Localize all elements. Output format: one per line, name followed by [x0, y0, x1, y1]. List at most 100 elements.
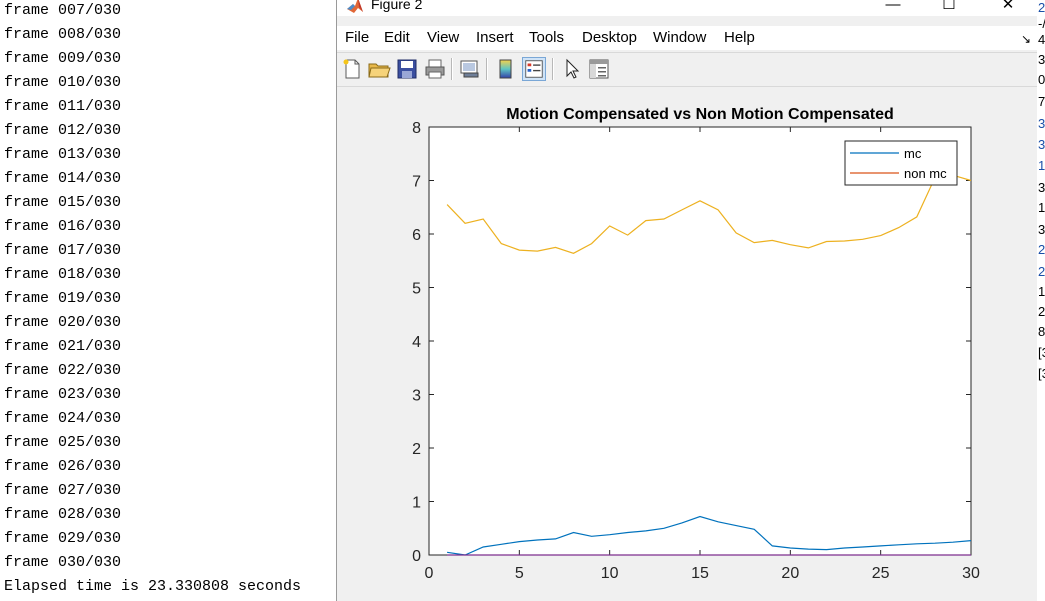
figure-toolbar — [337, 52, 1037, 87]
menu-file[interactable]: File — [345, 29, 370, 46]
insert-colorbar-icon[interactable] — [494, 57, 518, 81]
save-icon[interactable] — [395, 57, 419, 81]
legend-label-non-mc: non mc — [904, 166, 947, 181]
console-line: frame 023/030 — [4, 386, 122, 403]
toolbar-separator — [451, 58, 453, 80]
axis-ticks: 0 5 10 15 20 25 30 0 1 2 3 4 5 6 7 8 — [412, 120, 980, 582]
editor-fragment: 3 — [1038, 116, 1045, 131]
console-line: frame 018/030 — [4, 266, 122, 283]
window-title-bar[interactable]: Figure 2 — ☐ ✕ — [337, 0, 1037, 16]
plot-area[interactable]: 0 5 10 15 20 25 30 0 1 2 3 4 5 6 7 8 Motion Compensated… — [337, 86, 1037, 601]
console-line: frame 022/030 — [4, 362, 122, 379]
non-mc-series-line[interactable] — [446, 174, 972, 254]
editor-fragment: [3 — [1038, 366, 1045, 381]
editor-fragment: 7 — [1038, 94, 1045, 109]
mc-series-line[interactable] — [447, 515, 972, 556]
print-icon[interactable] — [423, 57, 447, 81]
console-line: frame 028/030 — [4, 506, 122, 523]
menu-window[interactable]: Window — [653, 29, 707, 46]
editor-fragment: 1( — [1038, 200, 1045, 215]
editor-fragment: 2 — [1038, 264, 1045, 279]
y-tick-label: 5 — [412, 281, 421, 298]
window-title: Figure 2 — [371, 0, 423, 12]
console-line: frame 011/030 — [4, 98, 122, 115]
plot-lines — [446, 174, 972, 556]
editor-fragment: -/ — [1038, 16, 1045, 31]
editor-fragment: 4 — [1038, 32, 1045, 47]
command-window-output: frame 007/030 frame 008/030 frame 009/030 f… — [0, 0, 336, 601]
edit-plot-cursor-icon[interactable] — [560, 57, 584, 81]
menu-view[interactable]: View — [427, 29, 460, 46]
x-tick-label: 20 — [781, 565, 799, 582]
editor-fragment: 3 — [1038, 180, 1045, 195]
close-button[interactable]: ✕ — [1001, 0, 1015, 13]
editor-fragment: 0 — [1038, 72, 1045, 87]
legend-label-mc: mc — [904, 146, 922, 161]
editor-fragment: 1 — [1038, 284, 1045, 299]
menu-tools[interactable]: Tools — [529, 29, 565, 46]
minimize-button[interactable]: — — [885, 0, 901, 13]
maximize-button[interactable]: ☐ — [942, 0, 956, 13]
toolbar-separator — [486, 58, 488, 80]
legend[interactable]: mc non mc — [844, 140, 958, 186]
editor-fragment: 8 — [1038, 324, 1045, 339]
y-tick-label: 0 — [412, 548, 421, 565]
y-tick-label: 3 — [412, 388, 421, 405]
x-tick-label: 15 — [691, 565, 709, 582]
y-tick-label: 6 — [412, 227, 421, 244]
new-figure-icon[interactable] — [340, 57, 364, 81]
toolbar-separator — [552, 58, 554, 80]
y-tick-label: 1 — [412, 495, 421, 512]
axes-box[interactable] — [428, 126, 972, 556]
console-line: Elapsed time is 23.330808 seconds — [4, 578, 302, 595]
x-tick-label: 0 — [425, 565, 434, 582]
menu-bar: File Edit View Insert Tools Desktop Wind… — [337, 26, 1037, 50]
console-line: frame 015/030 — [4, 194, 122, 211]
console-line: frame 029/030 — [4, 530, 122, 547]
console-line: frame 014/030 — [4, 170, 122, 187]
menu-help[interactable]: Help — [724, 29, 755, 46]
editor-fragment: 3 — [1038, 137, 1045, 152]
console-line: frame 020/030 — [4, 314, 122, 331]
console-line: frame 025/030 — [4, 434, 122, 451]
editor-fragment: 2 — [1038, 242, 1045, 257]
editor-fragment: 3 — [1038, 222, 1045, 237]
menu-insert[interactable]: Insert — [476, 29, 514, 46]
console-line: frame 017/030 — [4, 242, 122, 259]
console-line: frame 010/030 — [4, 74, 122, 91]
editor-fragment: 2 — [1038, 0, 1045, 15]
y-tick-label: 2 — [412, 441, 421, 458]
matlab-logo-icon — [346, 0, 364, 20]
editor-fragment: 1. — [1038, 158, 1045, 173]
figure-window: Figure 2 — ☐ ✕ File Edit View Insert Too… — [336, 0, 1037, 601]
console-line: frame 027/030 — [4, 482, 122, 499]
y-tick-label: 7 — [412, 174, 421, 191]
editor-fragment: 3 — [1038, 52, 1045, 67]
console-line: frame 030/030 — [4, 554, 122, 571]
menu-edit[interactable]: Edit — [384, 29, 410, 46]
chart-title: Motion Compensated vs Non Motion Compens… — [506, 106, 894, 123]
console-line: frame 021/030 — [4, 338, 122, 355]
console-line: frame 026/030 — [4, 458, 122, 475]
open-file-icon[interactable] — [367, 57, 391, 81]
console-line: frame 013/030 — [4, 146, 122, 163]
menu-desktop[interactable]: Desktop — [582, 29, 638, 46]
console-line: frame 008/030 — [4, 26, 122, 43]
x-tick-label: 30 — [962, 565, 980, 582]
console-line: frame 007/030 — [4, 2, 122, 19]
line-chart[interactable]: 0 5 10 15 20 25 30 0 1 2 3 4 5 6 7 8 Motion Compensated… — [337, 86, 1037, 601]
editor-fragment: [3 — [1038, 345, 1045, 360]
insert-legend-icon[interactable] — [522, 57, 546, 81]
console-line: frame 009/030 — [4, 50, 122, 67]
x-tick-label: 25 — [872, 565, 890, 582]
console-line: frame 024/030 — [4, 410, 122, 427]
x-tick-label: 10 — [601, 565, 619, 582]
dock-arrow-icon[interactable]: ↘ — [1020, 32, 1031, 46]
y-tick-label: 4 — [412, 334, 421, 351]
console-line: frame 016/030 — [4, 218, 122, 235]
link-plot-icon[interactable] — [458, 57, 482, 81]
property-inspector-icon[interactable] — [587, 57, 611, 81]
editor-fragment: 2 — [1038, 304, 1045, 319]
console-line: frame 019/030 — [4, 290, 122, 307]
